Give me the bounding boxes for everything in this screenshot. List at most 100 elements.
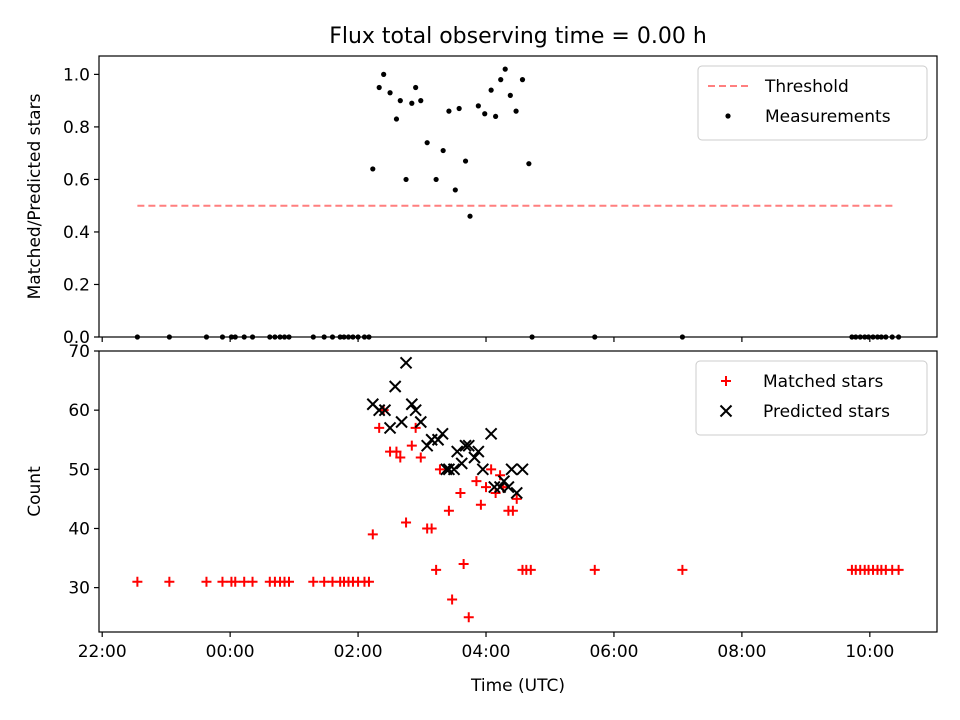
data-point <box>406 440 417 451</box>
y-axis-label: Count <box>25 466 45 517</box>
y-tick-label: 0.8 <box>63 118 90 138</box>
y-tick-label: 30 <box>68 579 90 599</box>
y-tick-label: 1.0 <box>63 65 90 85</box>
data-point <box>391 446 402 457</box>
data-point <box>488 480 501 494</box>
data-point <box>513 108 519 114</box>
y-tick-label: 0.0 <box>63 328 90 348</box>
data-point <box>589 564 600 575</box>
data-point <box>488 87 494 93</box>
plot-area <box>132 356 904 623</box>
data-point <box>395 452 406 463</box>
data-point <box>443 505 454 516</box>
data-point <box>378 403 392 417</box>
data-point <box>462 439 475 452</box>
legend-measurements-swatch <box>725 113 731 119</box>
data-point <box>201 576 212 587</box>
data-point <box>381 71 387 77</box>
data-point <box>363 576 374 587</box>
count-panel: 30 40 50 60 70 22:00 00:00 02:00 04:00 06:00 08:00… <box>25 342 938 696</box>
data-point <box>436 427 449 441</box>
data-point <box>511 493 522 504</box>
data-point <box>230 576 241 587</box>
data-point <box>459 439 472 452</box>
data-point <box>440 147 446 154</box>
data-point <box>893 564 904 575</box>
data-point <box>420 439 434 452</box>
legend-frame <box>695 360 928 436</box>
data-point <box>410 422 421 433</box>
data-point <box>383 421 397 435</box>
data-point <box>376 84 382 91</box>
data-point <box>442 463 456 476</box>
data-point <box>525 564 536 575</box>
data-point <box>374 422 385 433</box>
data-point <box>403 176 409 183</box>
y-tick-label: 0.2 <box>63 275 90 295</box>
data-point <box>526 161 532 167</box>
data-point <box>409 100 415 106</box>
legend-predicted-swatch <box>719 404 733 418</box>
data-point <box>455 457 468 470</box>
data-point <box>486 464 497 475</box>
data-point <box>677 564 688 575</box>
data-point <box>447 463 461 476</box>
data-point <box>370 166 376 172</box>
legend-label: Measurements <box>765 107 891 127</box>
data-point <box>447 594 458 605</box>
data-point <box>446 108 452 114</box>
data-point <box>409 403 422 417</box>
data-point <box>431 433 445 446</box>
data-point <box>413 84 419 91</box>
data-point <box>502 480 515 494</box>
axes-frame <box>98 55 938 338</box>
data-point <box>401 517 412 528</box>
y-tick-label: 40 <box>68 519 90 539</box>
data-point <box>498 77 504 83</box>
data-point <box>283 576 294 587</box>
data-point <box>451 445 464 458</box>
data-point <box>395 415 408 429</box>
data-point <box>476 463 490 476</box>
x-tick-label: 00:00 <box>206 642 255 662</box>
data-point <box>507 92 513 98</box>
data-point <box>484 427 498 441</box>
legend: Threshold Measurements <box>697 65 928 141</box>
y-tick-label: 50 <box>68 460 90 480</box>
x-tick-label: 06:00 <box>589 642 638 662</box>
data-point <box>388 380 402 393</box>
data-point <box>452 187 458 193</box>
data-point <box>372 403 386 417</box>
data-point <box>468 451 481 464</box>
data-point <box>482 111 488 117</box>
data-point <box>399 356 413 370</box>
y-tick-label: 0.6 <box>63 170 90 190</box>
x-tick-label: 22:00 <box>78 642 127 662</box>
data-point <box>418 98 424 104</box>
y-tick-label: 70 <box>68 342 90 362</box>
data-point <box>455 487 466 498</box>
data-point <box>414 415 427 429</box>
ratio-panel: 0.0 0.2 0.4 0.6 0.8 1.0 Matched/Predicted star… <box>25 55 938 348</box>
legend-frame <box>697 65 928 141</box>
x-tick-label: 08:00 <box>717 642 766 662</box>
legend-matched-swatch <box>721 376 731 386</box>
x-tick-label: 02:00 <box>334 642 383 662</box>
data-point <box>367 529 378 540</box>
data-point <box>475 499 486 510</box>
data-point <box>481 482 492 493</box>
data-point <box>434 464 445 475</box>
x-axis-label: Time (UTC) <box>470 676 565 696</box>
x-tick-label: 10:00 <box>845 642 894 662</box>
data-point <box>472 445 485 458</box>
data-point <box>462 158 469 164</box>
legend-label: Threshold <box>764 77 849 97</box>
data-point <box>456 105 462 112</box>
data-point <box>426 523 437 534</box>
data-point <box>308 576 319 587</box>
data-point <box>433 176 439 183</box>
data-point <box>431 564 442 575</box>
data-point <box>424 140 430 146</box>
data-point <box>471 476 482 487</box>
